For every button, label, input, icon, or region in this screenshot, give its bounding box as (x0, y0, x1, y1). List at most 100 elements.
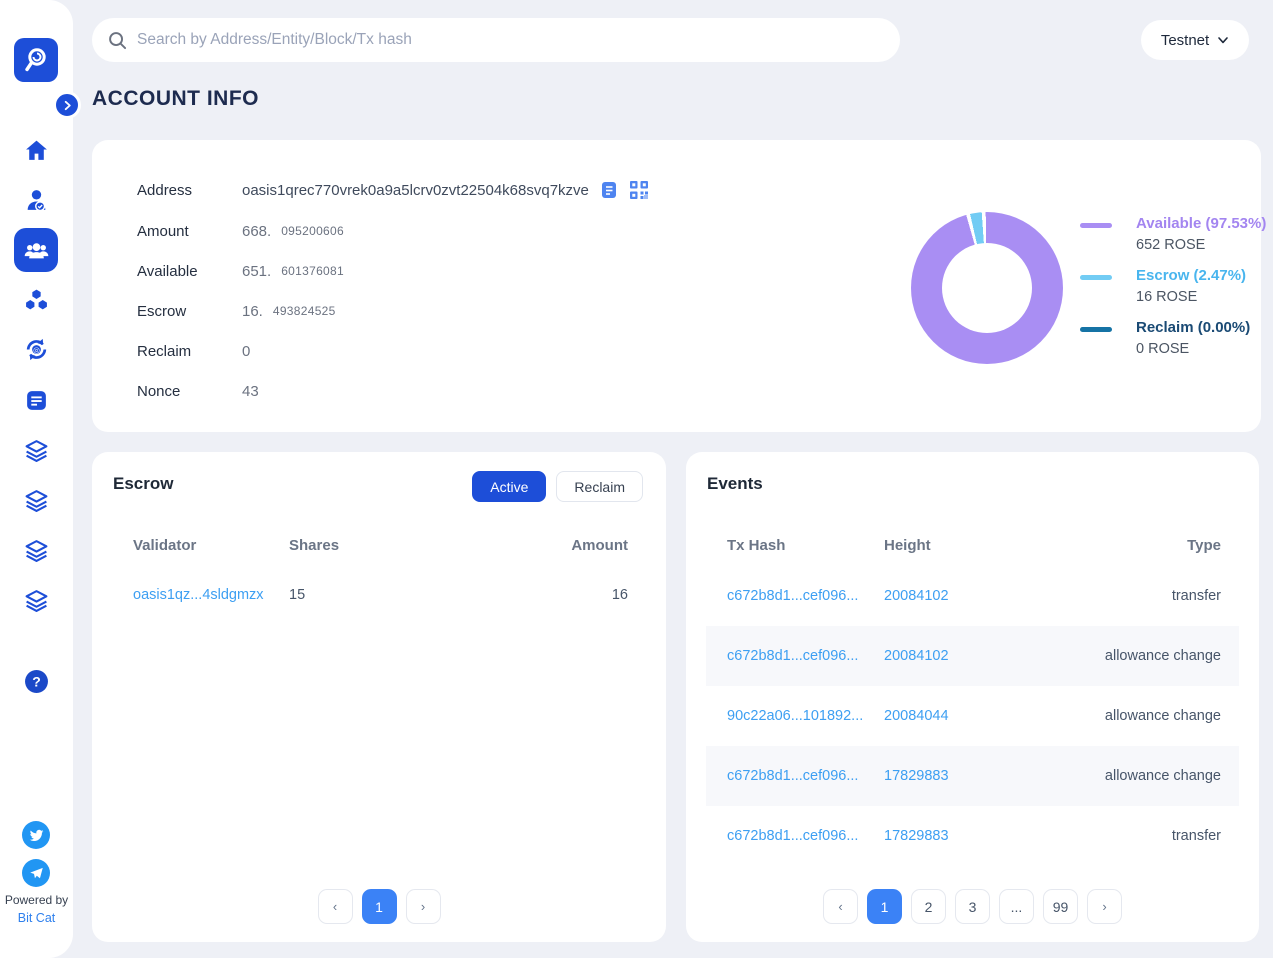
reclaim-label: Reclaim (137, 342, 192, 360)
escrow-table: Validator Shares Amount oasis1qz...4sldg… (112, 524, 646, 624)
prev-page-button[interactable]: ‹ (317, 889, 353, 924)
tab-reclaim[interactable]: Reclaim (556, 471, 643, 502)
sidebar-item-transactions[interactable]: ◎ (24, 337, 49, 362)
col-height: Height (884, 536, 931, 554)
search-input[interactable] (137, 31, 884, 49)
next-page-button[interactable]: › (405, 889, 441, 924)
sidebar-expand-button[interactable] (53, 91, 81, 119)
blocks-cubes-icon (26, 289, 47, 310)
tx-hash-link[interactable]: c672b8d1...cef096... (727, 648, 859, 664)
telegram-icon (29, 867, 43, 878)
address-label: Address (137, 181, 193, 199)
validator-link[interactable]: oasis1qz...4sldgmzx (133, 587, 264, 603)
nonce-label: Nonce (137, 382, 181, 400)
bitcat-link[interactable]: Bit Cat (17, 911, 56, 925)
sidebar-item-proposals[interactable] (24, 388, 49, 413)
page-button-1[interactable]: 1 (361, 889, 397, 924)
sidebar-item-paratime-4[interactable] (24, 588, 49, 613)
sidebar-item-accounts[interactable] (14, 228, 58, 272)
address-row: Address oasis1qrec770vrek0a9a5lcrv0zvt22… (137, 178, 649, 202)
page-button-3[interactable]: 3 (955, 889, 990, 924)
legend-swatch (1080, 275, 1112, 280)
layers-icon (25, 590, 48, 612)
height-link[interactable]: 20084102 (884, 588, 949, 604)
validator-person-icon (27, 190, 46, 212)
amount-label: Amount (137, 222, 189, 240)
col-shares: Shares (289, 536, 340, 554)
address-value: oasis1qrec770vrek0a9a5lcrv0zvt22504k68sv… (242, 181, 589, 199)
legend-swatch (1080, 223, 1112, 228)
height-link[interactable]: 20084102 (884, 648, 949, 664)
events-table-header: Tx Hash Height Type (706, 524, 1239, 566)
page-button-ellipsis[interactable]: ... (999, 889, 1034, 924)
events-panel: Events Tx Hash Height Type c672b8d1...ce… (686, 452, 1259, 942)
available-decimals: 601376081 (281, 264, 344, 278)
escrow-table-header: Validator Shares Amount (112, 524, 646, 566)
tab-active[interactable]: Active (472, 471, 547, 502)
copy-button[interactable] (599, 180, 619, 200)
events-panel-title: Events (707, 474, 763, 493)
sidebar-item-paratime-2[interactable] (24, 488, 49, 513)
event-type: allowance change (1104, 768, 1221, 784)
page-button-99[interactable]: 99 (1043, 889, 1078, 924)
legend-swatch (1080, 327, 1112, 332)
sidebar-item-validators[interactable] (24, 188, 49, 213)
available-label: Available (137, 262, 198, 280)
home-icon (26, 140, 47, 160)
available-value: 651. (242, 262, 272, 280)
document-icon (27, 391, 46, 410)
search-icon (109, 31, 127, 49)
account-info-card: Address oasis1qrec770vrek0a9a5lcrv0zvt22… (92, 140, 1266, 432)
escrow-label: Escrow (137, 302, 187, 320)
accounts-group-icon (24, 242, 48, 258)
amount-row: Amount 668. 095200606 (137, 219, 344, 243)
telegram-button[interactable] (22, 859, 50, 887)
table-row: c672b8d1...cef096... 17829883 transfer (706, 806, 1239, 866)
escrow-panel: Escrow Active Reclaim Validator Shares A… (92, 452, 666, 942)
col-type: Type (1187, 536, 1221, 554)
next-page-button[interactable]: › (1087, 889, 1122, 924)
nonce-value: 43 (242, 382, 259, 400)
events-pagination: ‹ 1 2 3 ... 99 › (686, 889, 1259, 924)
oasis-scan-logo[interactable] (14, 38, 58, 82)
sidebar-item-paratime-1[interactable] (24, 438, 49, 463)
help-icon: ? (25, 670, 48, 693)
page-button-1[interactable]: 1 (867, 889, 902, 924)
legend-label: Reclaim (0.00%) (1136, 319, 1251, 336)
event-type: transfer (1171, 588, 1221, 604)
table-row: 90c22a06...101892... 20084044 allowance … (706, 686, 1239, 746)
prev-page-button[interactable]: ‹ (823, 889, 858, 924)
legend-label: Escrow (2.47%) (1136, 267, 1247, 284)
tx-hash-link[interactable]: c672b8d1...cef096... (727, 588, 859, 604)
page-button-2[interactable]: 2 (911, 889, 946, 924)
chevron-down-icon (1218, 37, 1228, 44)
qr-code-button[interactable] (629, 180, 649, 200)
tx-hash-link[interactable]: c672b8d1...cef096... (727, 828, 859, 844)
legend-item-escrow: Escrow (2.47%) 16 ROSE (1080, 267, 1246, 305)
available-row: Available 651. 601376081 (137, 259, 344, 283)
table-row: c672b8d1...cef096... 20084102 allowance … (706, 626, 1239, 686)
legend-amount: 16 ROSE (1136, 289, 1198, 305)
escrow-value: 16. (242, 302, 263, 320)
legend-amount: 0 ROSE (1136, 341, 1190, 357)
amount-decimals: 095200606 (281, 224, 344, 238)
reclaim-row: Reclaim 0 (137, 339, 250, 363)
tx-hash-link[interactable]: c672b8d1...cef096... (727, 768, 859, 784)
chevron-right-icon (64, 100, 71, 110)
twitter-button[interactable] (22, 821, 50, 849)
col-tx-hash: Tx Hash (727, 536, 786, 554)
tx-hash-link[interactable]: 90c22a06...101892... (727, 708, 864, 724)
height-link[interactable]: 17829883 (884, 768, 949, 784)
network-selector[interactable]: Testnet (1141, 20, 1249, 60)
sidebar-item-blocks[interactable] (24, 288, 49, 313)
height-link[interactable]: 20084044 (884, 708, 949, 724)
sidebar-item-paratime-3[interactable] (24, 538, 49, 563)
sidebar: ◎ (0, 0, 81, 958)
layers-icon (25, 540, 48, 562)
table-row: c672b8d1...cef096... 20084102 transfer (706, 566, 1239, 626)
legend-item-available: Available (97.53%) 652 ROSE (1080, 215, 1266, 253)
sidebar-item-help[interactable]: ? (24, 669, 49, 694)
height-link[interactable]: 17829883 (884, 828, 949, 844)
sidebar-item-home[interactable] (24, 138, 49, 163)
amount-value: 16 (611, 587, 628, 603)
